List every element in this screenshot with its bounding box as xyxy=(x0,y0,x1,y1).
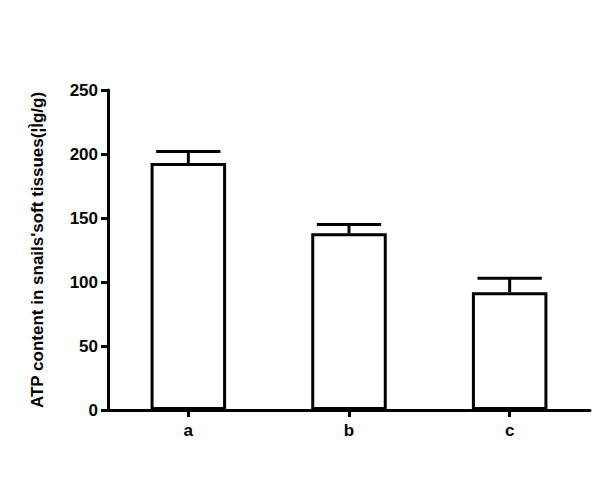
svg-text:a: a xyxy=(184,421,194,440)
svg-text:ATP content in snails'soft tis: ATP content in snails'soft tissues(¦Ìg/g… xyxy=(28,92,47,408)
svg-text:150: 150 xyxy=(70,209,98,228)
svg-text:c: c xyxy=(505,421,514,440)
svg-text:0: 0 xyxy=(89,401,98,420)
svg-text:200: 200 xyxy=(70,145,98,164)
svg-text:250: 250 xyxy=(70,81,98,100)
svg-text:b: b xyxy=(344,421,354,440)
svg-text:100: 100 xyxy=(70,273,98,292)
svg-text:50: 50 xyxy=(79,337,98,356)
